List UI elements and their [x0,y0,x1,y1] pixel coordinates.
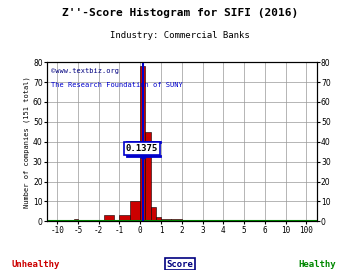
Bar [130,201,140,221]
Bar [140,66,145,221]
Text: Z''-Score Histogram for SIFI (2016): Z''-Score Histogram for SIFI (2016) [62,8,298,18]
Bar [145,132,150,221]
Bar [156,217,161,221]
Bar [171,220,182,221]
Text: Unhealthy: Unhealthy [12,260,60,269]
Bar [150,207,156,221]
Bar [74,220,78,221]
Bar [120,215,130,221]
Bar [104,215,114,221]
Text: The Research Foundation of SUNY: The Research Foundation of SUNY [51,82,183,88]
Text: Industry: Commercial Banks: Industry: Commercial Banks [110,31,250,40]
Y-axis label: Number of companies (151 total): Number of companies (151 total) [24,76,30,208]
Text: Healthy: Healthy [298,260,336,269]
Text: ©www.textbiz.org: ©www.textbiz.org [51,68,119,74]
Text: 0.1375: 0.1375 [126,144,158,153]
Text: Score: Score [167,260,193,269]
Bar [161,220,171,221]
